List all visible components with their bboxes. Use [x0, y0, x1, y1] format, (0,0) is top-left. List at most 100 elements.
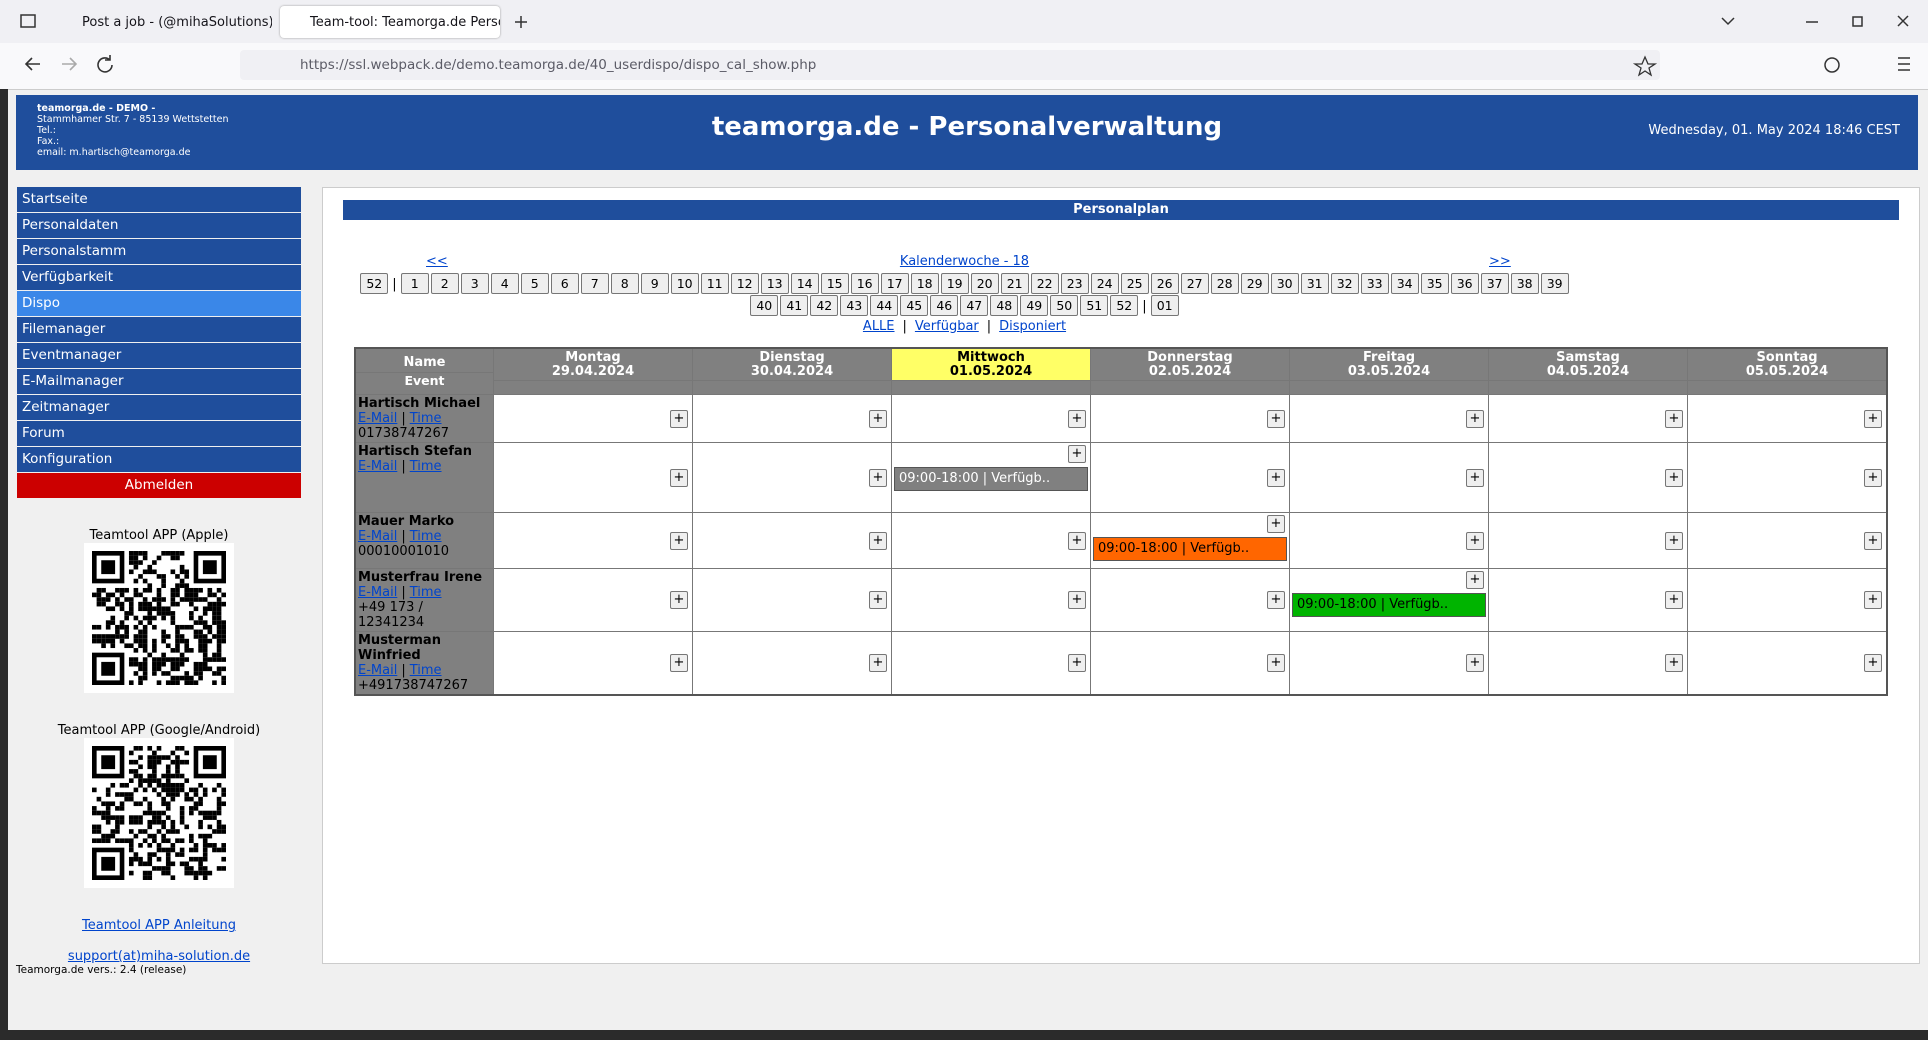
person-link[interactable]: Time — [409, 663, 442, 678]
add-button[interactable]: + — [670, 468, 688, 487]
week-button[interactable]: 43 — [840, 295, 869, 316]
add-button[interactable]: + — [1068, 445, 1086, 463]
nav-item[interactable]: Verfügbarkeit — [17, 265, 301, 290]
entry[interactable]: 09:00-18:00 | Verfügb.. — [1093, 537, 1287, 561]
add-button[interactable]: + — [1466, 531, 1484, 550]
week-button[interactable]: 3 — [460, 273, 489, 294]
person-link[interactable]: E-Mail — [358, 529, 398, 544]
add-button[interactable]: + — [1864, 409, 1882, 428]
add-button[interactable]: + — [1665, 468, 1683, 487]
person-link[interactable]: Time — [409, 585, 442, 600]
restore[interactable] — [1852, 16, 1863, 27]
add-button[interactable]: + — [670, 591, 688, 609]
add-button[interactable]: + — [670, 409, 688, 428]
add-button[interactable]: + — [1068, 654, 1086, 672]
week-button[interactable]: 29 — [1240, 273, 1269, 294]
add-button[interactable]: + — [1864, 654, 1882, 672]
nav-item[interactable]: Personalstamm — [17, 239, 301, 264]
add-button[interactable]: + — [1466, 409, 1484, 428]
person-link[interactable]: Time — [409, 529, 442, 544]
week-button[interactable]: 45 — [900, 295, 929, 316]
week-button[interactable]: 23 — [1060, 273, 1089, 294]
new-tab-icon[interactable] — [515, 16, 527, 28]
week-button[interactable]: 32 — [1330, 273, 1359, 294]
add-button[interactable]: + — [869, 654, 887, 672]
add-button[interactable]: + — [1068, 591, 1086, 609]
week-button[interactable]: 51 — [1080, 295, 1109, 316]
week-button[interactable]: 11 — [700, 273, 729, 294]
reload[interactable] — [97, 55, 113, 73]
week-button[interactable]: 39 — [1540, 273, 1569, 294]
week-button[interactable]: 7 — [580, 273, 609, 294]
week-button[interactable]: 2 — [430, 273, 459, 294]
nav-item[interactable]: E-Mailmanager — [17, 369, 301, 394]
week-button[interactable]: 42 — [810, 295, 839, 316]
nav-item[interactable]: Dispo — [17, 291, 301, 316]
week-button[interactable]: 40 — [750, 295, 779, 316]
week-button[interactable]: 13 — [760, 273, 789, 294]
week-button[interactable]: 47 — [960, 295, 989, 316]
tab-list-icon[interactable] — [20, 14, 36, 28]
week-button[interactable]: 8 — [610, 273, 639, 294]
week-button[interactable]: 01 — [1150, 295, 1179, 316]
add-button[interactable]: + — [1466, 468, 1484, 487]
week-button[interactable]: 37 — [1480, 273, 1509, 294]
week-button[interactable]: 35 — [1420, 273, 1449, 294]
nav-item[interactable]: Personaldaten — [17, 213, 301, 238]
nav-item[interactable]: Filemanager — [17, 317, 301, 342]
week-button[interactable]: 21 — [1000, 273, 1029, 294]
support-link[interactable]: support(at)miha-solution.de — [67, 949, 251, 964]
add-button[interactable]: + — [1665, 591, 1683, 609]
week-button[interactable]: 44 — [870, 295, 899, 316]
nav-item[interactable]: Zeitmanager — [17, 395, 301, 420]
week-button[interactable]: 27 — [1180, 273, 1209, 294]
add-button[interactable]: + — [670, 654, 688, 672]
week-button[interactable]: 41 — [780, 295, 809, 316]
add-button[interactable]: + — [1068, 531, 1086, 550]
tab-active[interactable]: Team-tool: Teamorga.de Person — [280, 6, 500, 38]
prev-week[interactable]: << — [426, 254, 448, 269]
week-button[interactable]: 17 — [880, 273, 909, 294]
week-button[interactable]: 31 — [1300, 273, 1329, 294]
filter-link[interactable]: ALLE — [862, 319, 895, 334]
add-button[interactable]: + — [1267, 591, 1285, 609]
week-button[interactable]: 30 — [1270, 273, 1299, 294]
add-button[interactable]: + — [869, 591, 887, 609]
person-link[interactable]: E-Mail — [358, 459, 398, 474]
nav-item[interactable]: Forum — [17, 421, 301, 446]
week-button[interactable]: 19 — [940, 273, 969, 294]
filter-link[interactable]: Disponiert — [999, 319, 1067, 334]
add-button[interactable]: + — [869, 409, 887, 428]
nav-item[interactable]: Eventmanager — [17, 343, 301, 368]
week-button[interactable]: 28 — [1210, 273, 1239, 294]
week-button[interactable]: 18 — [910, 273, 939, 294]
filter-link[interactable]: Verfügbar — [914, 319, 979, 334]
week-button[interactable]: 6 — [550, 273, 579, 294]
back[interactable] — [24, 57, 40, 71]
add-button[interactable]: + — [1665, 654, 1683, 672]
week-button[interactable]: 10 — [670, 273, 699, 294]
week-button[interactable]: 4 — [490, 273, 519, 294]
bookmark[interactable] — [1632, 55, 1658, 77]
person-link[interactable]: Time — [409, 411, 442, 426]
add-button[interactable]: + — [869, 468, 887, 487]
nav-item[interactable]: Konfiguration — [17, 447, 301, 472]
week-button[interactable]: 49 — [1020, 295, 1049, 316]
add-button[interactable]: + — [1864, 591, 1882, 609]
add-button[interactable]: + — [1864, 531, 1882, 550]
week-button[interactable]: 48 — [990, 295, 1019, 316]
menu[interactable] — [1898, 57, 1910, 71]
week-button[interactable]: 33 — [1360, 273, 1389, 294]
forward[interactable] — [62, 57, 78, 71]
week-label[interactable]: Kalenderwoche - 18 — [899, 254, 1030, 269]
week-button[interactable]: 16 — [850, 273, 879, 294]
account[interactable] — [1824, 57, 1840, 73]
week-button[interactable]: 46 — [930, 295, 959, 316]
add-button[interactable]: + — [1665, 531, 1683, 550]
add-button[interactable]: + — [1068, 409, 1086, 428]
week-button[interactable]: 36 — [1450, 273, 1479, 294]
nav-item[interactable]: Startseite — [17, 187, 301, 212]
week-button[interactable]: 5 — [520, 273, 549, 294]
tab[interactable]: Post a job - (@mihaSolutions) | — [82, 14, 272, 30]
week-button[interactable]: 24 — [1090, 273, 1119, 294]
